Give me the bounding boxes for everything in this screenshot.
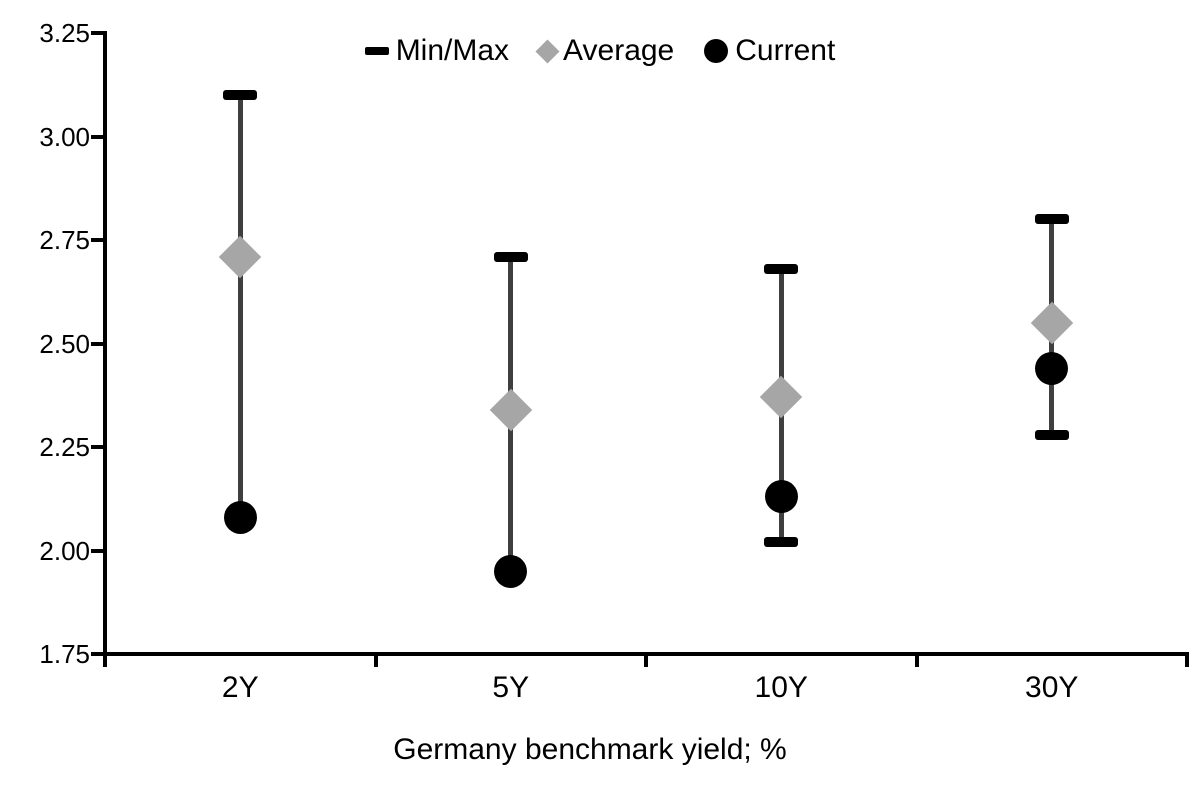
y-tick-label: 2.00 xyxy=(39,535,90,566)
legend-label: Average xyxy=(563,34,675,67)
x-tick xyxy=(373,654,378,667)
y-tick-label: 1.75 xyxy=(39,639,90,669)
average-marker-2Y xyxy=(219,235,262,278)
current-marker-5Y xyxy=(494,554,528,588)
x-category-label: 10Y xyxy=(754,671,808,704)
y-tick-label: 2.75 xyxy=(39,225,90,255)
max-cap-5Y xyxy=(493,251,528,262)
x-tick xyxy=(914,654,919,667)
average-marker-10Y xyxy=(760,376,803,419)
min-cap-10Y xyxy=(764,537,799,548)
range-line-2Y xyxy=(237,95,243,518)
y-tick-label: 3.25 xyxy=(39,18,90,48)
y-tick xyxy=(91,134,104,139)
max-cap-2Y xyxy=(223,90,258,101)
y-tick xyxy=(91,652,104,656)
x-tick xyxy=(103,654,107,667)
legend: Min/Max Average Current xyxy=(0,33,1200,69)
legend-item-diamond: Average xyxy=(535,34,675,68)
legend-label: Min/Max xyxy=(395,34,510,67)
dash-icon xyxy=(364,47,389,55)
legend-label: Current xyxy=(735,34,836,67)
max-cap-10Y xyxy=(764,263,799,274)
y-axis-line xyxy=(103,31,107,656)
y-tick xyxy=(91,31,104,35)
y-tick xyxy=(91,445,104,449)
average-marker-5Y xyxy=(489,388,532,431)
diamond-icon xyxy=(535,38,560,64)
min-cap-30Y xyxy=(1034,429,1069,440)
y-tick-label: 2.25 xyxy=(39,432,90,462)
y-tick xyxy=(91,548,104,553)
x-axis-title: Germany benchmark yield; % xyxy=(393,733,787,766)
current-marker-30Y xyxy=(1035,351,1069,385)
current-marker-10Y xyxy=(764,480,798,514)
x-tick xyxy=(1185,654,1189,667)
y-tick xyxy=(91,238,104,242)
max-cap-30Y xyxy=(1034,214,1069,225)
legend-item-circle: Current xyxy=(704,34,835,68)
circle-icon xyxy=(704,39,729,63)
x-tick xyxy=(644,654,648,667)
y-tick-label: 2.50 xyxy=(39,328,90,359)
legend-item-dash: Min/Max xyxy=(364,34,510,68)
current-marker-2Y xyxy=(223,500,257,534)
average-marker-30Y xyxy=(1030,301,1073,345)
x-category-label: 5Y xyxy=(492,671,530,704)
y-tick-label: 3.00 xyxy=(39,121,90,152)
x-category-label: 2Y xyxy=(221,671,259,704)
y-tick xyxy=(91,341,104,346)
x-category-label: 30Y xyxy=(1025,671,1079,704)
